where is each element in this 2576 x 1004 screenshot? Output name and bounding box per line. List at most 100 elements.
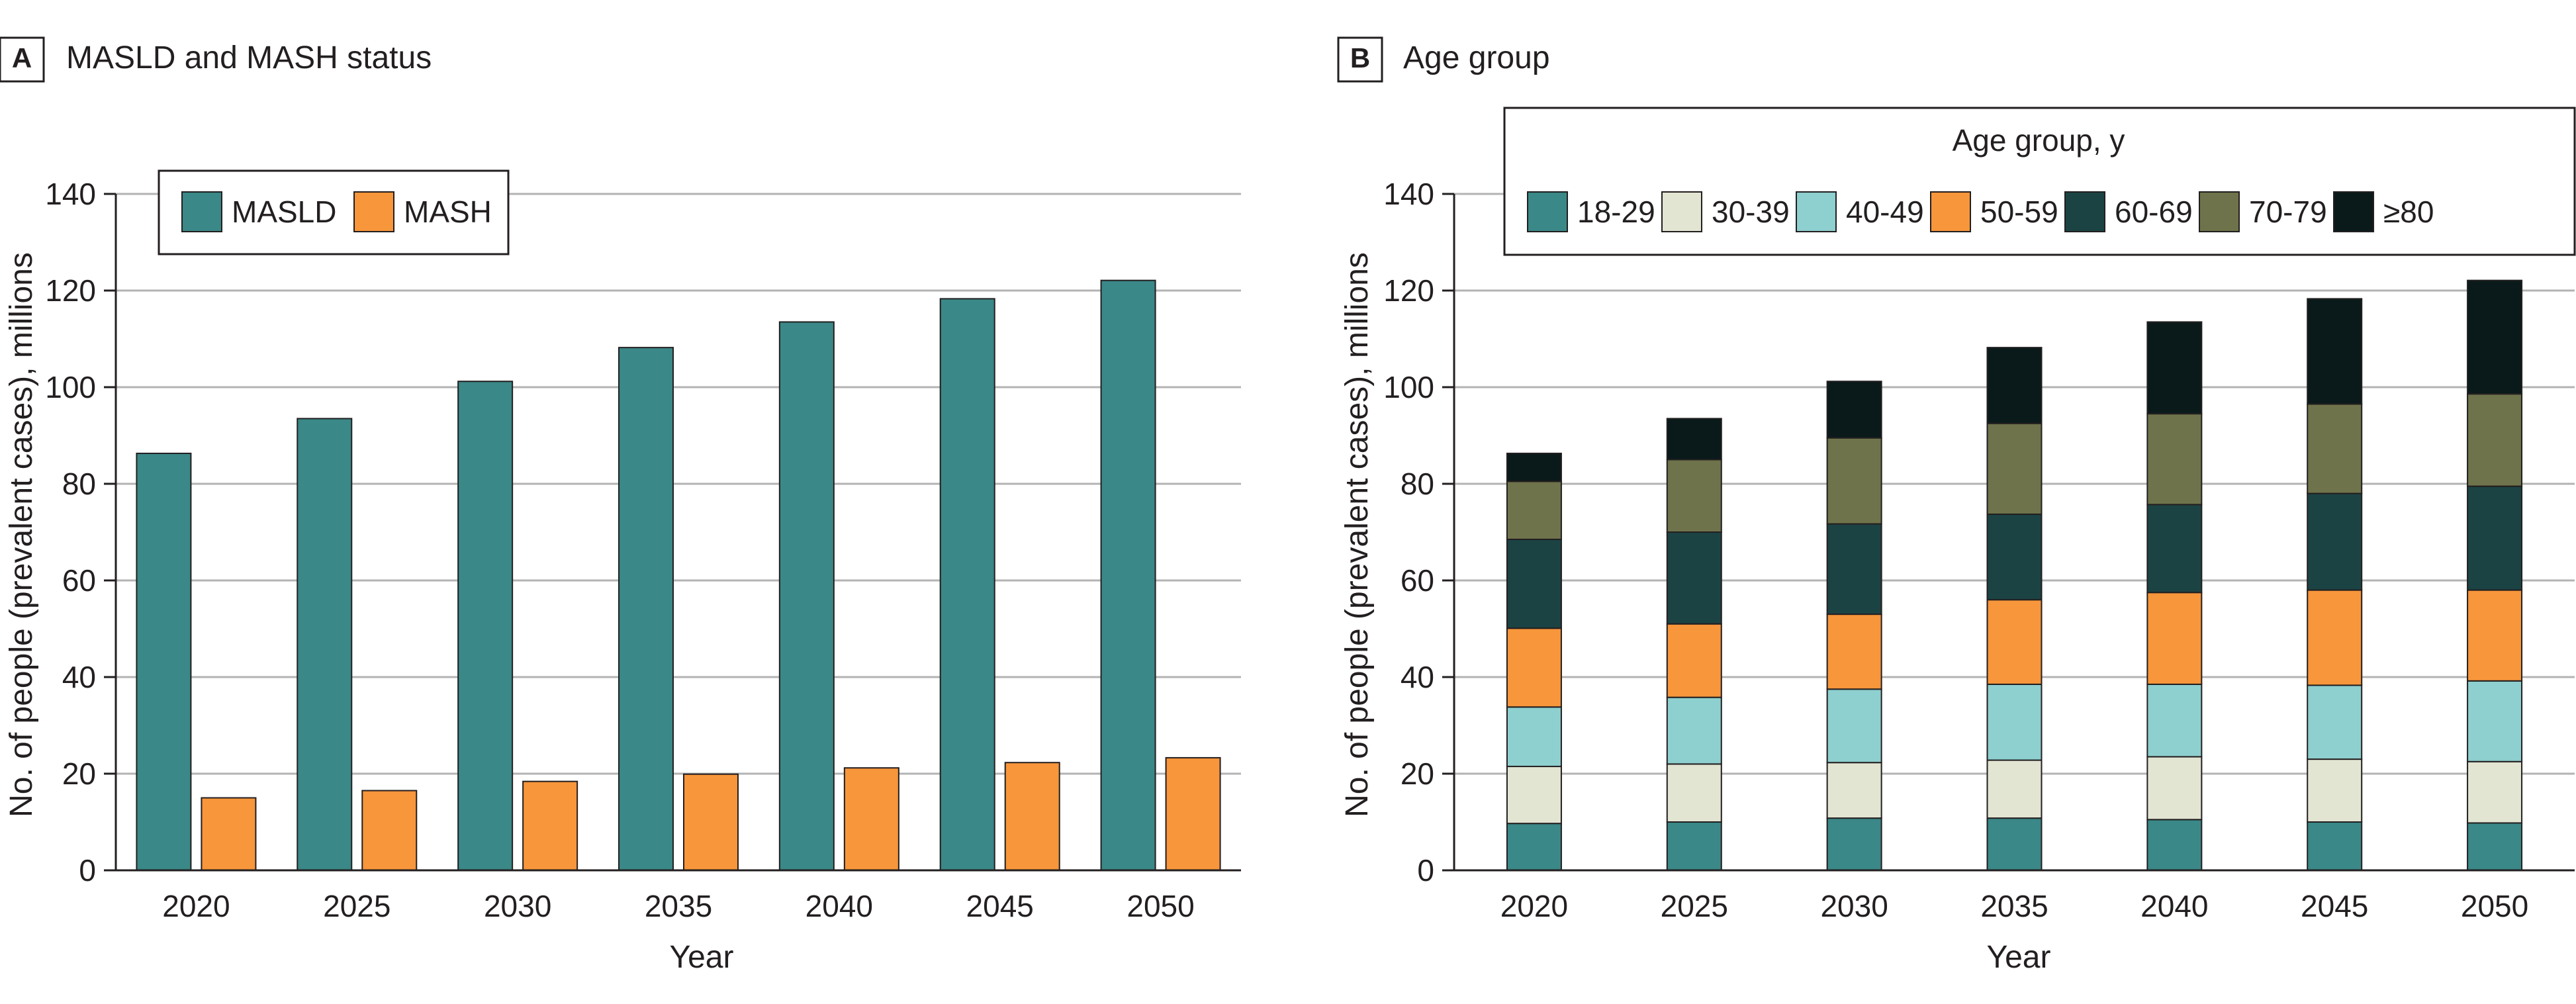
panel-b-y-tick-labels: 0 20 40 60 80 100 120 140 (1383, 177, 1434, 888)
panel-b-y-axis-label: No. of people (prevalent cases), million… (1340, 252, 1375, 817)
panel-b-title: Age group (1403, 40, 1550, 75)
panel-a-x-axis-label: Year (670, 940, 734, 975)
a-y-tick-label-60: 60 (62, 563, 96, 598)
bar-segment-60-69-2035 (1986, 513, 2043, 601)
bar-mash-2020 (201, 797, 257, 871)
bar-segment-18-29-2020 (1506, 823, 1562, 871)
panel-a-title: MASLD and MASH status (66, 40, 432, 75)
bar-masld-2050 (1100, 279, 1156, 872)
a-x-tick-label-2030: 2030 (484, 889, 551, 923)
legend-swatch-60-69 (2064, 191, 2105, 232)
legend-label-60-69: 60-69 (2115, 195, 2193, 229)
legend-swatch-50-59 (1930, 191, 1971, 232)
bar-mash-2030 (522, 780, 578, 872)
bar-segment-60-69-2020 (1506, 538, 1562, 629)
b-x-tick-label-2040: 2040 (2140, 889, 2208, 923)
legend-label-masld: MASLD (232, 195, 336, 229)
bar-segment-30-39-2040 (2146, 756, 2203, 821)
b-y-tick-label-100: 100 (1383, 370, 1434, 404)
a-x-tick-label-2020: 2020 (162, 889, 230, 923)
bar-segment-30-39-2020 (1506, 766, 1562, 825)
bar-masld-2035 (618, 347, 674, 871)
bar-segment-18-29-2030 (1826, 817, 1882, 872)
bar-masld-2025 (297, 418, 353, 871)
b-x-tick-label-2025: 2025 (1661, 889, 1728, 923)
panel-a-legend: MASLD MASH (158, 169, 510, 255)
bar-masld-2030 (457, 381, 514, 871)
b-y-tick-label-60: 60 (1401, 563, 1434, 598)
bar-segment-40-49-2035 (1986, 683, 2043, 761)
b-y-tick-label-20: 20 (1401, 756, 1434, 791)
b-y-tick-label-40: 40 (1401, 660, 1434, 694)
bar-segment-40-49-2040 (2146, 683, 2203, 758)
panel-b-x-axis-label: Year (1987, 940, 2051, 975)
b-y-tick-label-120: 120 (1383, 273, 1434, 308)
panel-a-letter-box (0, 36, 45, 83)
legend-swatch-40-49 (1796, 191, 1837, 232)
bar-segment-30-39-2025 (1666, 763, 1722, 823)
bar-segment-40-49-2030 (1826, 688, 1882, 764)
a-y-tick-label-40: 40 (62, 660, 96, 694)
legend-swatch-70-79 (2199, 191, 2240, 232)
a-y-tick-label-120: 120 (45, 273, 96, 308)
bar-segment-70-79-2030 (1826, 437, 1882, 525)
legend-swatch-ge-80 (2333, 191, 2374, 232)
legend-label-18-29: 18-29 (1577, 195, 1655, 229)
bar-segment-50-59-2025 (1666, 623, 1722, 698)
a-x-tick-label-2025: 2025 (323, 889, 391, 923)
bar-segment-ge-80-2035 (1986, 347, 2043, 424)
a-y-tick-label-20: 20 (62, 756, 96, 791)
bar-segment-18-29-2050 (2467, 822, 2523, 871)
bar-mash-2045 (1004, 762, 1060, 871)
legend-label-70-79: 70-79 (2249, 195, 2327, 229)
bar-masld-2020 (136, 453, 192, 871)
bar-segment-40-49-2045 (2307, 684, 2363, 760)
b-x-tick-label-2020: 2020 (1500, 889, 1568, 923)
b-x-tick-label-2030: 2030 (1820, 889, 1888, 923)
panel-b-x-tick-labels: 2020 2025 2030 2035 2040 2045 2050 (1500, 889, 2528, 923)
legend-label-30-39: 30-39 (1712, 195, 1790, 229)
a-x-tick-label-2040: 2040 (805, 889, 873, 923)
a-x-tick-label-2045: 2045 (966, 889, 1034, 923)
bar-segment-40-49-2025 (1666, 696, 1722, 765)
bar-segment-ge-80-2045 (2307, 298, 2363, 405)
bar-segment-18-29-2045 (2307, 821, 2363, 871)
bar-segment-50-59-2030 (1826, 614, 1882, 690)
bar-segment-70-79-2045 (2307, 403, 2363, 494)
legend-swatch-30-39 (1661, 191, 1702, 232)
bar-mash-2035 (683, 773, 739, 871)
bar-segment-ge-80-2025 (1666, 418, 1722, 461)
bar-segment-60-69-2025 (1666, 531, 1722, 625)
bar-segment-40-49-2020 (1506, 706, 1562, 768)
panel-b-legend-items: 18-29 30-39 40-49 50-59 60-69 70-79 ≥80 (1527, 191, 2434, 232)
b-x-tick-label-2050: 2050 (2461, 889, 2528, 923)
panel-b-axes (1442, 193, 2575, 872)
bar-segment-70-79-2020 (1506, 480, 1562, 540)
bar-segment-60-69-2040 (2146, 504, 2203, 594)
panel-a-bars (136, 279, 1221, 872)
a-y-tick-label-100: 100 (45, 370, 96, 404)
bar-segment-ge-80-2020 (1506, 453, 1562, 482)
legend-label-mash: MASH (404, 195, 492, 229)
bar-segment-30-39-2035 (1986, 759, 2043, 819)
bar-mash-2040 (843, 767, 899, 871)
panel-a-axes (104, 193, 1241, 872)
bar-segment-70-79-2025 (1666, 459, 1722, 533)
a-x-tick-label-2035: 2035 (645, 889, 712, 923)
panel-b-legend-title: Age group, y (1953, 123, 2125, 158)
bar-segment-50-59-2020 (1506, 627, 1562, 708)
panel-a-y-axis-label: No. of people (prevalent cases), million… (4, 252, 39, 817)
b-y-tick-label-80: 80 (1401, 467, 1434, 501)
bar-segment-60-69-2050 (2467, 485, 2523, 591)
bar-segment-70-79-2035 (1986, 422, 2043, 515)
legend-swatch-masld (181, 191, 222, 232)
bar-segment-30-39-2050 (2467, 760, 2523, 824)
bar-segment-18-29-2025 (1666, 821, 1722, 871)
a-y-tick-label-140: 140 (45, 177, 96, 211)
bar-segment-70-79-2040 (2146, 413, 2203, 506)
bar-segment-ge-80-2030 (1826, 381, 1882, 439)
bar-segment-ge-80-2040 (2146, 321, 2203, 415)
